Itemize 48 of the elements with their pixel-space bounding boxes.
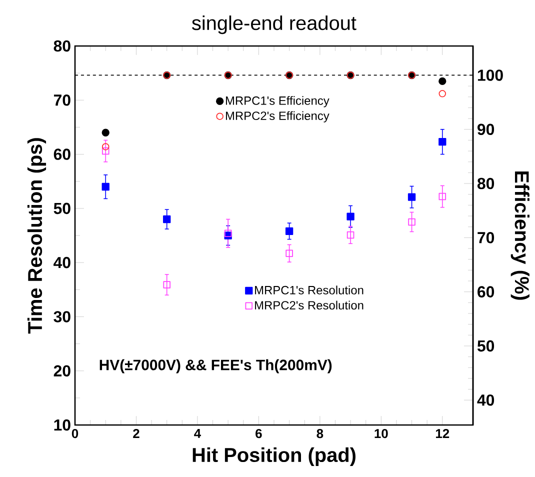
y2-tick-label: 90 <box>478 124 494 136</box>
x-axis-title: Hit Position (pad) <box>192 447 356 466</box>
point <box>102 143 110 150</box>
y2-axis-title: Efficiency (%) <box>510 172 530 300</box>
y-tick-label: 10 <box>54 419 70 431</box>
y-tick-label: 20 <box>54 365 70 376</box>
y-tick-label: 70 <box>54 94 70 106</box>
y-tick-label: 40 <box>54 256 70 268</box>
x-tick-label: 6 <box>256 428 262 438</box>
point <box>285 227 294 236</box>
x-tick-label: 8 <box>316 428 324 438</box>
y2-tick-label: 40 <box>477 394 494 406</box>
y-tick-label: 30 <box>54 311 70 322</box>
point <box>163 281 170 288</box>
y-tick-label: 80 <box>54 40 70 52</box>
y2-tick-label: 70 <box>478 232 494 244</box>
legend-label: MRPC2's Resolution <box>255 300 364 310</box>
point <box>102 147 110 155</box>
point <box>408 218 416 226</box>
point <box>438 192 446 200</box>
point <box>438 77 446 86</box>
point <box>286 250 293 258</box>
y2-tick-label: 80 <box>477 178 494 190</box>
point <box>346 231 354 239</box>
point <box>102 128 110 136</box>
point <box>346 212 354 220</box>
x-tick-label: 0 <box>72 428 78 438</box>
point <box>438 90 446 98</box>
point <box>438 138 446 146</box>
y2-tick-label: 50 <box>477 340 494 352</box>
legend-label: MRPC1's Efficiency <box>226 96 330 108</box>
y2-tick-label: 60 <box>478 286 494 298</box>
x-tick-label: 12 <box>436 428 450 438</box>
y-axis-title: Time Resolution (ps) <box>27 138 46 334</box>
legend-label: MRPC1's Resolution <box>255 286 364 294</box>
legend-label: MRPC2's Efficiency <box>226 111 330 122</box>
point <box>408 193 416 201</box>
point <box>102 182 110 191</box>
chart-title: single-end readout <box>192 15 356 34</box>
x-tick-label: 4 <box>194 428 202 438</box>
point <box>163 215 171 224</box>
x-tick-label: 2 <box>133 428 140 438</box>
x-tick-label: 10 <box>374 428 388 438</box>
y-tick-label: 60 <box>54 148 70 160</box>
y2-tick-label: 100 <box>478 70 503 81</box>
annotation: HV(±7000V) && FEE's Th(200mV) <box>100 359 332 374</box>
point <box>224 230 232 237</box>
y-tick-label: 50 <box>54 202 70 214</box>
